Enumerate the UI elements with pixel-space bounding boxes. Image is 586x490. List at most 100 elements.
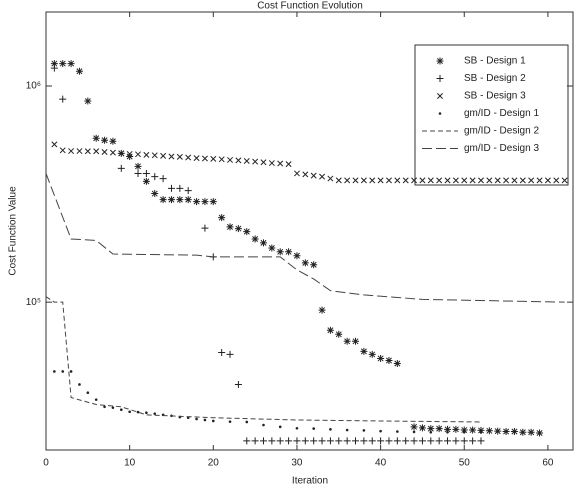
legend-box: [414, 44, 569, 186]
marker: [195, 417, 198, 421]
x-tick-label: 20: [208, 458, 220, 469]
marker: [268, 437, 276, 445]
marker: [329, 428, 332, 431]
marker: [312, 427, 315, 430]
marker: [50, 60, 58, 68]
marker: [345, 428, 349, 432]
marker: [134, 169, 142, 177]
marker: [393, 437, 401, 445]
marker: [193, 155, 200, 162]
marker: [343, 437, 351, 445]
marker: [92, 134, 100, 142]
marker: [59, 147, 66, 154]
marker: [243, 157, 250, 164]
marker: [427, 177, 434, 184]
marker: [436, 177, 443, 184]
marker: [460, 426, 468, 434]
marker: [268, 160, 275, 167]
marker: [486, 177, 493, 184]
marker: [50, 64, 58, 72]
marker: [469, 426, 477, 434]
marker: [59, 95, 67, 103]
legend-label: gm/ID - Design 1: [464, 108, 539, 119]
marker: [462, 430, 466, 434]
marker: [103, 405, 106, 409]
marker: [379, 429, 382, 433]
marker: [444, 437, 452, 445]
marker: [260, 159, 267, 166]
marker: [494, 427, 502, 435]
marker: [243, 228, 251, 236]
marker: [362, 429, 366, 432]
marker: [418, 437, 426, 445]
marker: [510, 428, 518, 436]
marker: [301, 259, 309, 267]
marker: [419, 177, 426, 184]
marker: [84, 97, 92, 105]
marker: [418, 424, 426, 432]
marker: [446, 430, 449, 434]
marker: [444, 177, 451, 184]
legend-swatch: [436, 57, 444, 65]
legend-swatch: [438, 112, 442, 115]
marker: [167, 196, 175, 204]
marker: [318, 437, 326, 445]
marker: [427, 425, 435, 433]
marker: [295, 426, 299, 430]
marker: [360, 437, 368, 445]
marker: [478, 177, 484, 184]
marker: [59, 60, 67, 68]
marker: [259, 437, 267, 445]
marker: [184, 187, 192, 195]
marker: [393, 360, 401, 368]
marker: [167, 184, 175, 192]
marker: [185, 154, 192, 161]
marker: [268, 244, 276, 252]
marker: [479, 430, 483, 434]
marker: [561, 177, 568, 184]
marker: [259, 239, 267, 247]
marker: [151, 190, 159, 198]
marker: [460, 437, 468, 445]
marker: [118, 150, 125, 157]
marker: [176, 184, 184, 192]
marker: [135, 151, 141, 158]
marker: [352, 177, 359, 184]
marker: [494, 177, 501, 184]
marker: [176, 153, 183, 160]
x-tick-label: 0: [43, 458, 49, 469]
marker: [411, 177, 418, 184]
marker: [277, 160, 284, 167]
marker: [128, 410, 131, 414]
x-axis-label: Iteration: [292, 476, 328, 487]
x-tick-label: 10: [124, 458, 136, 469]
marker: [310, 172, 317, 179]
legend-swatch: [436, 75, 444, 82]
legend-swatch: [437, 93, 443, 99]
marker: [251, 235, 259, 243]
marker: [435, 437, 443, 445]
marker: [75, 67, 83, 75]
marker: [452, 425, 460, 433]
series-line: [45, 296, 481, 423]
marker: [368, 350, 376, 358]
marker: [86, 391, 90, 395]
marker: [201, 155, 208, 162]
marker: [151, 173, 159, 181]
marker: [226, 223, 234, 231]
marker: [151, 152, 158, 159]
marker: [394, 177, 401, 184]
legend-label: gm/ID - Design 2: [464, 126, 539, 137]
marker: [469, 177, 476, 184]
marker: [344, 177, 351, 184]
marker: [201, 198, 209, 206]
marker: [119, 408, 123, 411]
plot-frame: [45, 11, 574, 451]
marker: [227, 156, 234, 163]
marker: [53, 370, 56, 373]
legend-label: SB - Design 1: [464, 56, 526, 67]
marker: [218, 156, 225, 163]
marker: [385, 357, 393, 365]
marker: [412, 430, 416, 434]
marker: [93, 148, 100, 155]
